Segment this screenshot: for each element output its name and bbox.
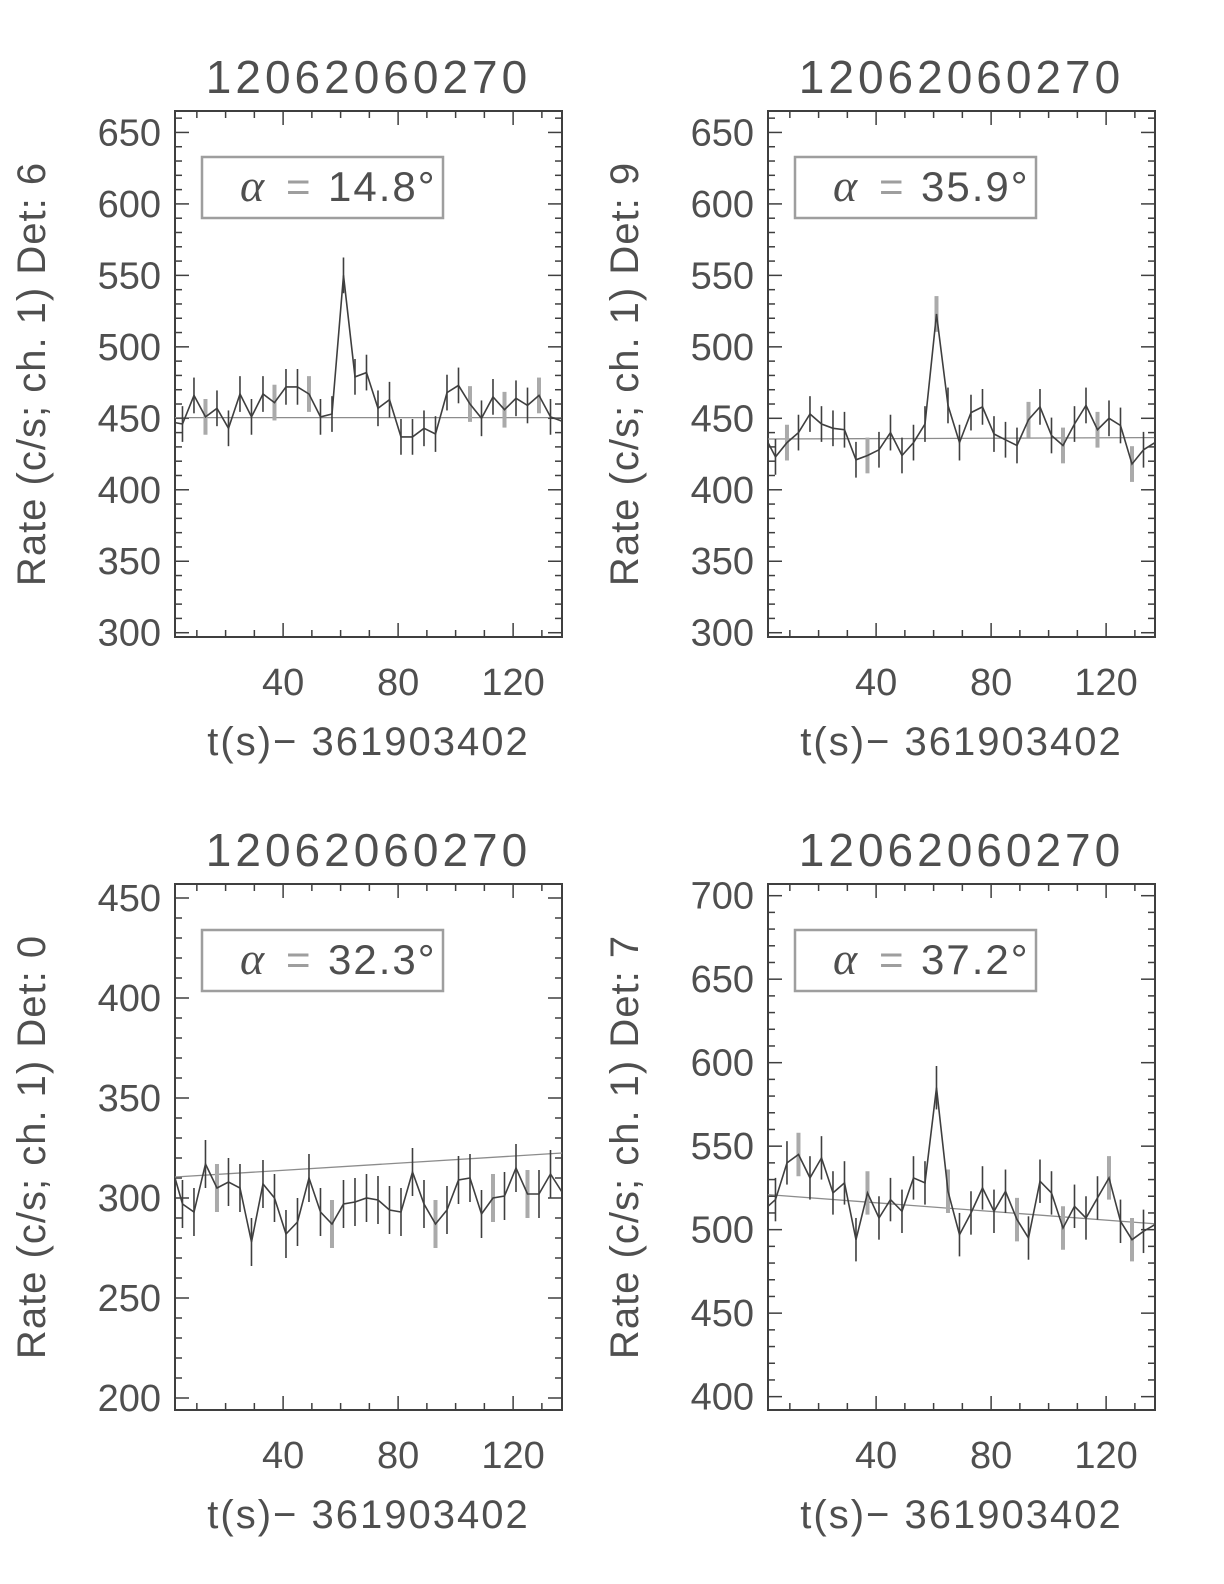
y-tick-label: 250 [98, 1278, 161, 1320]
y-tick-label: 600 [98, 184, 161, 226]
alpha-equals-sign: = [286, 936, 311, 983]
light-curve-plot-det-0: 12062060270 Rate (c/s; ch. 1) Det: 0 t(s… [10, 824, 563, 1537]
alpha-symbol: α [240, 160, 265, 211]
rate-curve [174, 1161, 563, 1243]
alpha-annotation-box [200, 928, 445, 993]
y-tick-label: 450 [98, 878, 161, 920]
x-tick-label: 80 [377, 662, 419, 704]
x-tick-label: 120 [481, 1435, 544, 1477]
alpha-equals-sign: = [879, 936, 904, 983]
y-tick-label: 350 [98, 1078, 161, 1120]
alpha-equals-sign: = [286, 163, 311, 210]
alpha-annotation-box [793, 928, 1038, 993]
y-tick-label: 450 [691, 1293, 754, 1335]
alpha-annotation-text: α = 32.3° [240, 933, 437, 984]
y-tick-label: 400 [98, 978, 161, 1020]
y-tick-label: 600 [691, 1043, 754, 1085]
y-tick-label: 300 [691, 613, 754, 655]
y-tick-label: 400 [691, 1377, 754, 1419]
y-tick-label: 400 [691, 470, 754, 512]
rate-curve [174, 275, 563, 438]
x-tick-label: 40 [855, 662, 897, 704]
plot-title: 12062060270 [799, 51, 1124, 103]
y-tick-label: 350 [691, 541, 754, 583]
x-tick-label: 40 [855, 1435, 897, 1477]
alpha-annotation-text: α = 14.8° [240, 160, 437, 211]
y-tick-label: 450 [98, 398, 161, 440]
y-tick-label: 550 [98, 255, 161, 297]
data-series [174, 257, 563, 455]
alpha-value: 35.9° [921, 163, 1030, 210]
light-curve-plot-det-9: 12062060270 Rate (c/s; ch. 1) Det: 9 t(s… [603, 51, 1156, 764]
plot-axes [767, 110, 1156, 638]
y-tick-label: 200 [98, 1378, 161, 1420]
plot-frame [767, 883, 1156, 1411]
y-axis-title: Rate (c/s; ch. 1) Det: 9 [603, 162, 647, 586]
y-tick-label: 550 [691, 1126, 754, 1168]
plot-axes [174, 883, 563, 1411]
y-tick-label: 550 [691, 255, 754, 297]
light-curve-plot-det-7: 12062060270 Rate (c/s; ch. 1) Det: 7 t(s… [603, 824, 1156, 1537]
y-tick-label: 450 [691, 398, 754, 440]
alpha-symbol: α [240, 933, 265, 984]
y-tick-label: 300 [98, 613, 161, 655]
x-tick-label: 80 [377, 1435, 419, 1477]
x-tick-label: 80 [970, 1435, 1012, 1477]
y-tick-label: 600 [691, 184, 754, 226]
rate-curve [767, 313, 1156, 466]
y-tick-label: 300 [98, 1178, 161, 1220]
x-tick-label: 80 [970, 662, 1012, 704]
y-tick-label: 700 [691, 876, 754, 918]
plot-axes [174, 110, 563, 638]
x-axis-title: t(s)− 361903402 [800, 1493, 1122, 1537]
alpha-annotation-text: α = 37.2° [833, 933, 1030, 984]
y-tick-label: 500 [98, 327, 161, 369]
x-axis-title: t(s)− 361903402 [207, 1493, 529, 1537]
data-series [767, 1066, 1156, 1262]
alpha-annotation-text: α = 35.9° [833, 160, 1030, 211]
alpha-value: 37.2° [921, 936, 1030, 983]
x-axis-title: t(s)− 361903402 [800, 720, 1122, 764]
y-axis-title: Rate (c/s; ch. 1) Det: 7 [603, 935, 647, 1359]
plot-title: 12062060270 [206, 824, 531, 876]
y-tick-label: 350 [98, 541, 161, 583]
plot-frame [767, 110, 1156, 638]
plot-title: 12062060270 [799, 824, 1124, 876]
alpha-symbol: α [833, 160, 858, 211]
alpha-annotation-box [200, 155, 445, 220]
y-tick-label: 650 [691, 112, 754, 154]
alpha-annotation-box [793, 155, 1038, 220]
plot-title: 12062060270 [206, 51, 531, 103]
alpha-equals-sign: = [879, 163, 904, 210]
y-axis-title: Rate (c/s; ch. 1) Det: 0 [10, 935, 54, 1359]
y-tick-label: 500 [691, 327, 754, 369]
light-curve-plot-det-6: 12062060270 Rate (c/s; ch. 1) Det: 6 t(s… [10, 51, 563, 764]
data-series [174, 1140, 563, 1266]
y-tick-label: 500 [691, 1210, 754, 1252]
x-tick-label: 40 [262, 662, 304, 704]
x-tick-label: 120 [1074, 662, 1137, 704]
data-series [767, 296, 1156, 482]
x-tick-label: 120 [481, 662, 544, 704]
x-tick-label: 40 [262, 1435, 304, 1477]
y-tick-label: 650 [98, 112, 161, 154]
alpha-value: 14.8° [328, 163, 437, 210]
y-axis-title: Rate (c/s; ch. 1) Det: 6 [10, 162, 54, 586]
plot-frame [174, 883, 563, 1411]
alpha-symbol: α [833, 933, 858, 984]
y-tick-label: 650 [691, 959, 754, 1001]
x-tick-label: 120 [1074, 1435, 1137, 1477]
y-tick-label: 400 [98, 470, 161, 512]
plot-axes [767, 883, 1156, 1411]
x-axis-title: t(s)− 361903402 [207, 720, 529, 764]
rate-curve [767, 1087, 1156, 1241]
alpha-value: 32.3° [328, 936, 437, 983]
plot-frame [174, 110, 563, 638]
